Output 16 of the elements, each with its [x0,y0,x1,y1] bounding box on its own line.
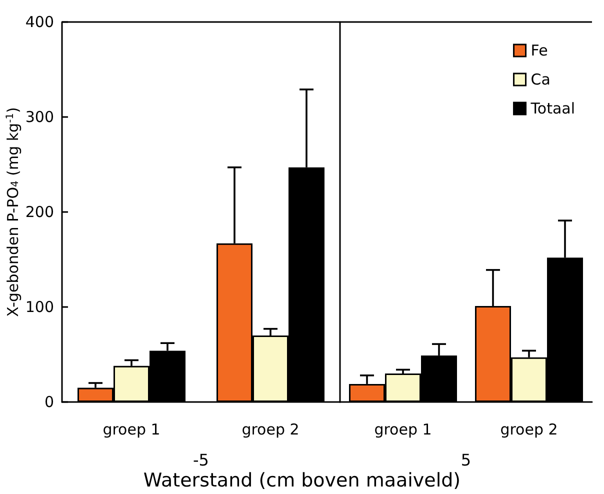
legend-label: Ca [530,70,550,88]
y-tick-label: 0 [44,393,54,411]
x-tick-label: groep 2 [500,420,558,438]
y-axis-title: X-gebonden P-PO4 (mg kg-1) [4,107,22,317]
y-tick-label: 300 [25,108,54,126]
text: Waterstand (cm boven maaiveld) [143,470,461,492]
x-axis-title: -5 [193,450,209,470]
legend-label: Totaal [530,100,576,118]
y-tick-label: 200 [25,203,54,221]
x-axis-title: 5 [460,450,472,470]
x-tick-label: groep 2 [242,420,300,438]
y-tick-label: 100 [25,298,54,316]
x-tick-label: groep 1 [102,420,160,438]
x-tick-label: groep 1 [374,420,432,438]
legend-label: Fe [530,42,548,60]
y-tick-label: 400 [25,13,54,31]
